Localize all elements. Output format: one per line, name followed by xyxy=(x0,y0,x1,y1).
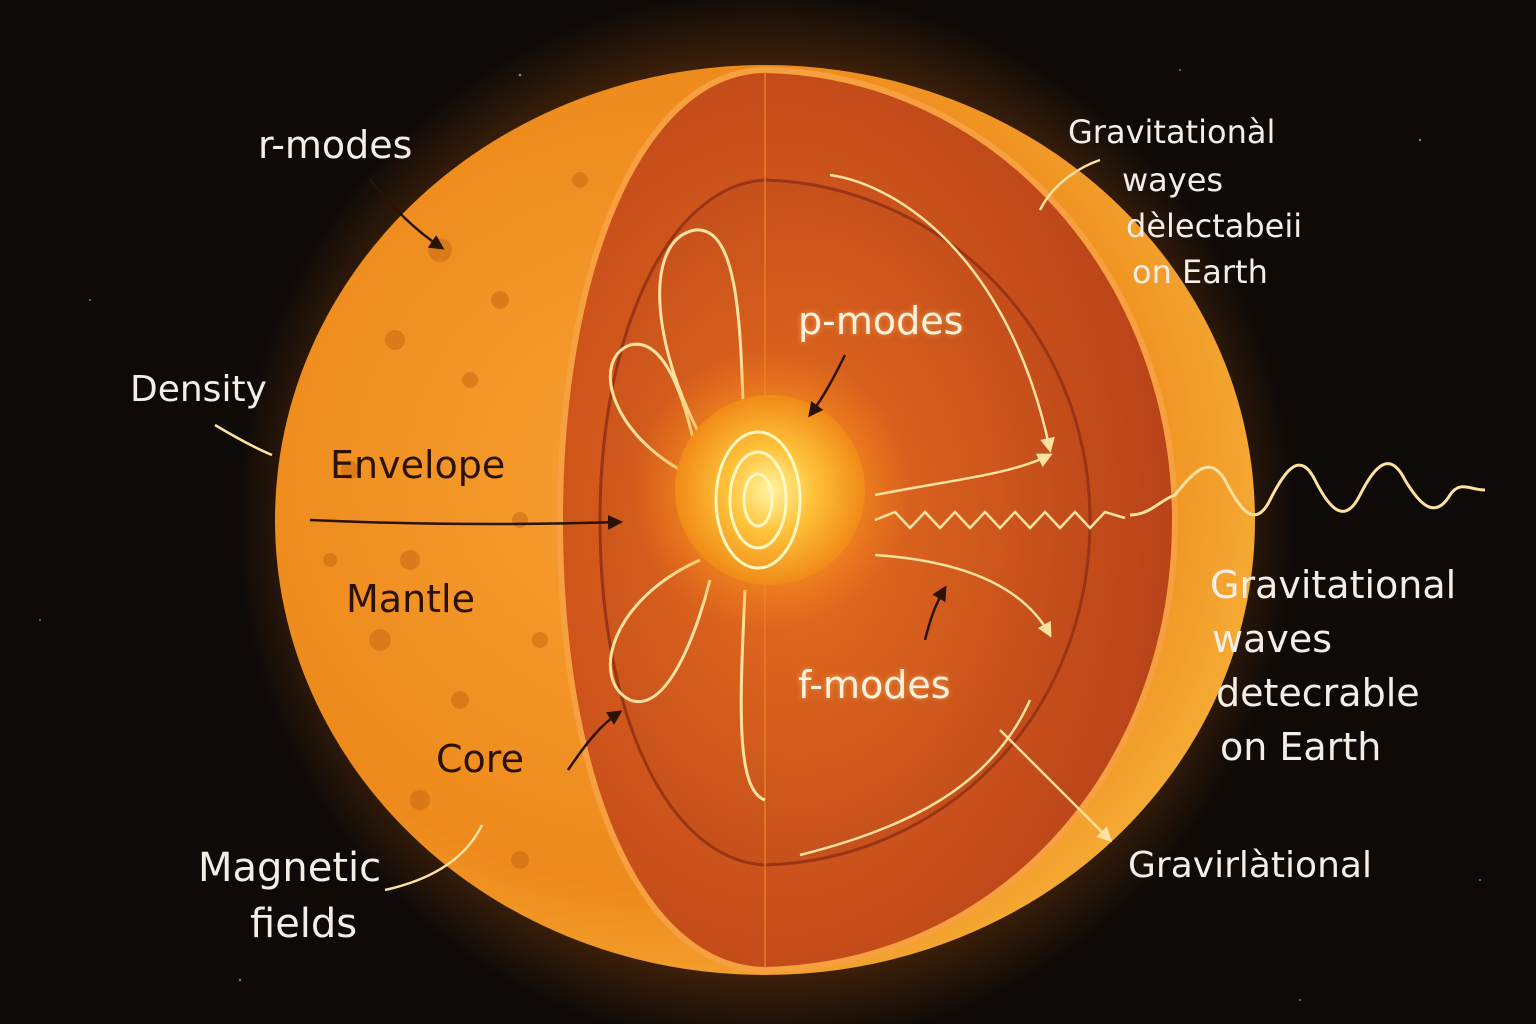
surface-spots xyxy=(323,172,588,869)
light-leader-lines xyxy=(214,158,1113,892)
label-grav-top-4: on Earth xyxy=(1132,253,1268,291)
label-magnetic-fields-2: fields xyxy=(250,901,358,947)
label-density: Density xyxy=(130,369,267,410)
label-magnetic-fields-1: Magnetic xyxy=(198,845,382,891)
label-f-modes: f-modes xyxy=(798,663,951,707)
label-r-modes: r-modes xyxy=(258,123,413,167)
label-grav-right-1: Gravitational xyxy=(1210,563,1457,607)
dark-leader-arrows xyxy=(309,179,947,771)
label-grav-top-1: Gravitationàl xyxy=(1068,113,1276,151)
label-mantle: Mantle xyxy=(346,577,475,621)
label-grav-top-3: dèlectabeii xyxy=(1126,207,1303,245)
label-grav-right-2: waves xyxy=(1212,617,1333,661)
label-core: Core xyxy=(436,737,524,781)
label-grav-right-3: detecrable xyxy=(1216,671,1420,715)
label-p-modes: p-modes xyxy=(798,299,964,343)
label-grav-bottom: Gravirlàtional xyxy=(1128,845,1372,886)
core-rings xyxy=(714,430,802,570)
label-envelope: Envelope xyxy=(330,443,506,487)
external-gravitational-wave xyxy=(1129,462,1486,517)
label-grav-top-2: wayes xyxy=(1122,161,1224,199)
internal-waves xyxy=(799,173,1126,857)
label-grav-right-4: on Earth xyxy=(1220,725,1382,769)
